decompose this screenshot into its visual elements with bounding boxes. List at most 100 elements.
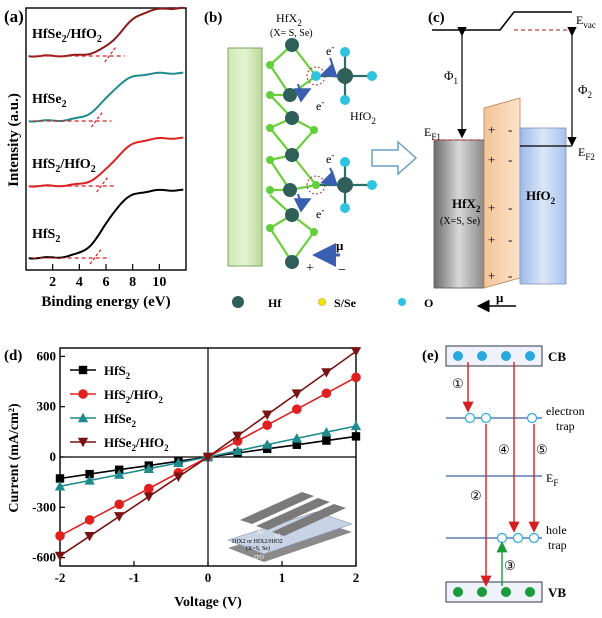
- data-point: [54, 481, 66, 491]
- data-point: [144, 483, 154, 494]
- data-point: [292, 404, 302, 415]
- panel-a-tick-label: 8: [129, 275, 136, 290]
- legend-o-swatch: [398, 298, 406, 306]
- electron-trap-label-2: trap: [556, 419, 575, 433]
- panel-a-xlabel: Binding energy (eV): [41, 294, 170, 310]
- legend-hf-swatch: [232, 296, 244, 308]
- cb-label: CB: [548, 349, 566, 364]
- plus-sign-b: +: [306, 261, 314, 276]
- data-point: [84, 475, 95, 485]
- svg-text:+: +: [488, 152, 495, 167]
- data-point: [321, 388, 332, 399]
- panel-d-ylabel: Current (mA/cm²): [7, 403, 22, 513]
- panel-a-curve-labels: HfSe2/HfO2 HfSe2 HfS2/HfO2 HfS2: [32, 27, 102, 245]
- panel-b-label: (b): [204, 10, 222, 26]
- svg-text:-: -: [508, 152, 512, 167]
- ef-label: EF: [546, 471, 558, 488]
- data-point: [350, 347, 362, 357]
- legend-label: HfSe2: [104, 411, 136, 429]
- panel-d: (d) Current (mA/cm²) Voltage (V) -2 -1 0 1 2…: [4, 347, 362, 610]
- electrode-slab: [227, 47, 263, 267]
- panel-a-xticks: 2 4 6 8 10: [49, 264, 166, 290]
- legend-sse-swatch: [318, 298, 326, 306]
- svg-text:-: -: [508, 200, 512, 215]
- data-point: [143, 463, 154, 473]
- hole-trap-label: hole: [546, 523, 567, 537]
- vb-holes: [453, 587, 535, 597]
- panel-c: (c) Evac Φ1 Φ2 EF1 EF2 HfX2 (X=S, Se) Hf…: [424, 10, 596, 313]
- electron-label-2: e-: [316, 97, 324, 113]
- data-point: [114, 469, 125, 479]
- step-3: ③: [504, 558, 516, 573]
- data-point: [143, 492, 154, 502]
- panel-a-label: (a): [4, 7, 24, 26]
- vb-label: VB: [548, 585, 566, 600]
- inset-layer-label: HfX2 or HfX2/HfO2: [232, 538, 283, 545]
- evac-label: Evac: [576, 13, 596, 30]
- transition-arrows: [462, 362, 540, 587]
- legend-entry: HfS2: [70, 363, 131, 381]
- data-point: [84, 531, 95, 542]
- ef1-label: EF1: [424, 125, 441, 142]
- minus-sign-b: −: [338, 263, 346, 278]
- data-point: [77, 412, 89, 423]
- svg-text:+: +: [488, 122, 495, 137]
- panel-a-curves: [28, 6, 184, 265]
- electron-label-1: e-: [326, 42, 334, 58]
- data-point: [77, 437, 89, 448]
- x-tick-label: 2: [353, 570, 360, 585]
- cb-box: [445, 345, 543, 367]
- onset-tangent: [89, 247, 103, 265]
- panel-c-label: (c): [428, 10, 445, 26]
- step-4: ④: [498, 442, 510, 457]
- hfx2-band-label: HfX2: [452, 196, 481, 214]
- data-point: [262, 410, 273, 420]
- data-point: [291, 433, 302, 443]
- panel-a-ylabel: Intensity (a.u.): [6, 93, 22, 187]
- phi2-label: Φ2: [578, 82, 592, 100]
- y-tick-label: 300: [37, 399, 57, 414]
- spectrum-label: HfSe2: [32, 92, 67, 110]
- y-tick-label: -300: [32, 499, 56, 514]
- data-point: [232, 431, 243, 442]
- data-point: [85, 469, 94, 479]
- data-point: [84, 515, 95, 525]
- x-tick-label: 1: [279, 570, 286, 585]
- inset-al-label-2: Al: [257, 530, 263, 536]
- legend-sse: S/Se: [334, 296, 357, 310]
- spectrum-label: HfS2: [32, 227, 60, 245]
- inset-layer-note: (X=S, Se): [246, 545, 270, 552]
- panel-b: (b): [204, 10, 433, 310]
- svg-text:-: -: [508, 268, 512, 283]
- electron-trap-label: electron: [546, 404, 585, 418]
- trap-states: [464, 412, 540, 544]
- data-point: [54, 551, 66, 562]
- x-tick-label: -2: [55, 570, 66, 585]
- data-point: [322, 436, 331, 445]
- electron-label-3: e-: [326, 150, 334, 166]
- device-inset: Al Al Al HfX2 or HfX2/HfO2 (X=S, Se) ITO: [227, 492, 353, 562]
- hfx2-band-note: (X=S, Se): [440, 216, 480, 227]
- legend-label: HfS2/HfO2: [104, 387, 163, 405]
- hfx2-band: [433, 139, 485, 289]
- y-tick-label: 600: [37, 348, 57, 363]
- vacuum-level: [432, 11, 572, 31]
- panel-e-label: (e): [422, 348, 439, 364]
- electron-arrows: [293, 57, 338, 213]
- data-point: [262, 420, 273, 430]
- legend-entry: HfSe2/HfO2: [70, 435, 169, 453]
- panel-d-label: (d): [4, 348, 22, 364]
- panel-a: (a) Intensity (a.u.) 2 4 6 8 10 Binding ener…: [4, 6, 187, 310]
- panel-a-tick-label: 4: [76, 275, 83, 290]
- panel-d-legend: HfS2 HfS2/HfO2 HfSe2 HfSe2/HfO2: [70, 363, 169, 453]
- inset-al-label-1: Al: [240, 526, 246, 532]
- data-point: [173, 472, 184, 482]
- legend-label: HfS2: [104, 363, 131, 381]
- svg-text:-: -: [508, 122, 512, 137]
- x-tick-label: 0: [205, 570, 212, 585]
- svg-text:+: +: [488, 200, 495, 215]
- panel-a-tick-label: 6: [103, 275, 110, 290]
- svg-text:-: -: [508, 232, 512, 247]
- y-tick-label: 0: [50, 449, 57, 464]
- spectrum-curve: [28, 188, 184, 260]
